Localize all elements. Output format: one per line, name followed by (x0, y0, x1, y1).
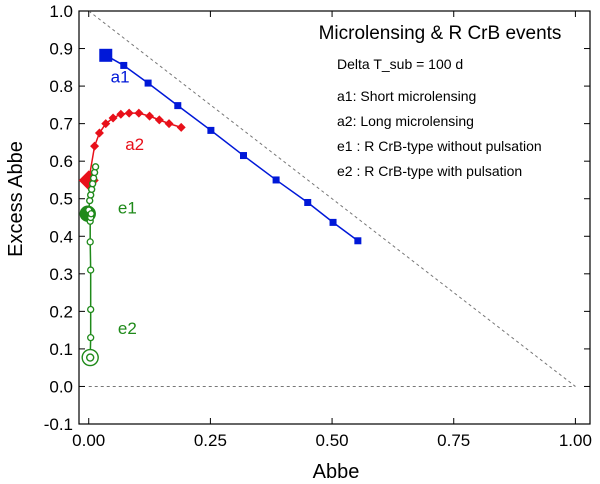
data-point-e2 (86, 238, 94, 246)
data-point-a2 (101, 119, 111, 129)
x-axis-title: Abbe (313, 461, 360, 483)
y-tick-label: 0.9 (49, 40, 73, 59)
annotation-a1: a1: Short microlensing (337, 88, 476, 104)
data-point-a1 (354, 237, 362, 245)
data-point-e2-inner (85, 353, 95, 362)
data-point-a1 (174, 102, 182, 110)
x-tick-label: 0.25 (194, 431, 227, 450)
data-point-a1 (329, 218, 337, 226)
x-tick-label: 0.75 (437, 431, 470, 450)
y-tick-label: 0.0 (49, 377, 73, 396)
y-axis-title: Excess Abbe (5, 141, 27, 257)
series-line-a1 (105, 54, 359, 242)
data-point-a1 (120, 61, 128, 69)
data-point-e2 (87, 333, 95, 342)
y-tick-label: 0.7 (49, 115, 73, 134)
data-point-a2 (94, 128, 104, 138)
x-tick-label: 1.00 (559, 431, 592, 450)
data-point-a1 (207, 126, 215, 134)
series-label-e2: e2 (118, 319, 137, 338)
annotation-e2: e2 : R CrB-type with pulsation (337, 163, 522, 179)
data-point-a2 (90, 141, 100, 151)
y-tick-label: 0.4 (49, 227, 73, 246)
data-point-a1 (304, 198, 312, 206)
data-point-a2 (145, 111, 155, 121)
y-tick-label: 1.0 (49, 2, 73, 21)
data-point-a2 (154, 115, 164, 125)
annotation-a2: a2: Long microlensing (337, 113, 474, 129)
data-point-a1 (99, 48, 113, 62)
data-point-a2 (176, 122, 186, 132)
y-tick-label: -0.1 (44, 415, 73, 434)
data-point-a2 (116, 109, 126, 119)
x-tick-label: 0.50 (316, 431, 349, 450)
annotation-e1: e1 : R CrB-type without pulsation (337, 138, 542, 154)
chart-title: Microlensing & R CrB events (319, 23, 562, 44)
y-tick-label: 0.2 (49, 302, 73, 321)
data-point-a1 (272, 176, 280, 184)
data-point-e1 (91, 163, 100, 171)
annotation-delta-t: Delta T_sub = 100 d (337, 56, 463, 72)
x-tick-label: 0.00 (72, 431, 105, 450)
y-tick-label: 0.5 (49, 190, 73, 209)
plot-frame (78, 10, 591, 425)
data-point-e2 (87, 305, 95, 314)
data-point-a1 (239, 152, 247, 160)
series-label-a2: a2 (125, 135, 144, 154)
y-tick-label: 0.8 (49, 77, 73, 96)
series-label-a1: a1 (111, 67, 130, 86)
data-point-e2 (87, 266, 95, 274)
y-tick-label: 0.1 (49, 340, 73, 359)
data-point-a1 (144, 79, 152, 87)
data-point-a2 (124, 108, 134, 118)
data-point-e2 (87, 210, 95, 218)
y-tick-label: 0.3 (49, 265, 73, 284)
series-label-e1: e1 (118, 199, 137, 218)
y-tick-label: 0.6 (49, 152, 73, 171)
reference-line-diagonal (88, 10, 576, 387)
data-point-a2 (164, 119, 174, 129)
data-point-a2 (108, 113, 118, 123)
data-point-a2 (134, 108, 144, 118)
